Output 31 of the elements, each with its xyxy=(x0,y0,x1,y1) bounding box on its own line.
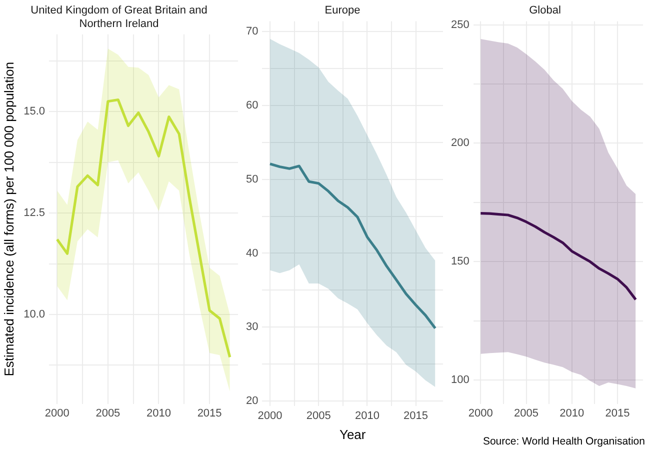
y-tick-label: 12.5 xyxy=(24,207,46,220)
x-tick-label: 2005 xyxy=(514,407,538,420)
y-tick-label: 50 xyxy=(246,173,258,186)
x-tick-label: 2015 xyxy=(197,407,222,420)
y-tick-label: 60 xyxy=(246,99,258,112)
chart-title: Europe xyxy=(324,4,360,17)
y-tick-label: 20 xyxy=(246,395,258,408)
x-axis-title: Year xyxy=(339,426,366,442)
y-tick-label: 100 xyxy=(450,374,470,386)
x-tick-label: 2015 xyxy=(605,407,630,420)
chart-title: United Kingdom of Great Britain and Northern Ireland xyxy=(30,4,208,30)
x-tick-label: 2015 xyxy=(404,410,428,422)
y-tick-label: 15.0 xyxy=(24,106,46,118)
y-tick-label: 250 xyxy=(450,18,470,31)
source-note: Source: World Health Organisation xyxy=(482,436,646,448)
x-tick-label: 2005 xyxy=(96,407,120,420)
x-tick-label: 2000 xyxy=(44,407,70,420)
y-tick-label: 150 xyxy=(450,256,470,268)
x-tick-label: 2010 xyxy=(560,407,584,420)
x-tick-label: 2000 xyxy=(258,410,282,422)
x-tick-label: 2010 xyxy=(354,410,380,422)
y-tick-label: 30 xyxy=(246,321,258,334)
chart-title: Global xyxy=(529,4,561,17)
x-tick-label: 2005 xyxy=(306,410,331,422)
y-tick-label: 10.0 xyxy=(24,308,46,321)
y-tick-label: 40 xyxy=(246,247,258,260)
y-tick-label: 200 xyxy=(450,137,470,150)
x-tick-label: 2000 xyxy=(468,407,493,420)
y-tick-label: 70 xyxy=(246,26,258,38)
x-tick-label: 2010 xyxy=(146,407,171,420)
y-axis-title: Estimated incidence (all forms) per 100 000 population xyxy=(1,62,16,376)
